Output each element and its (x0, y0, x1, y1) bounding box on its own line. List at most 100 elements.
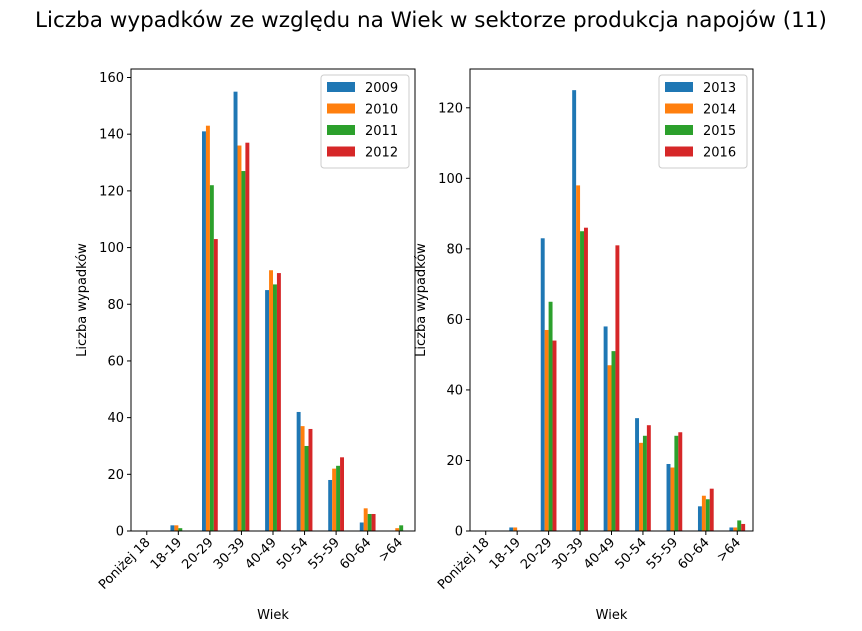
y-tick-label: 0 (116, 525, 124, 540)
bar-2012-55-59 (340, 457, 344, 531)
x-tick-label: 18-19 (487, 535, 524, 572)
bar-2014-60-64 (701, 495, 706, 531)
bar-2015-20-29 (548, 301, 553, 531)
y-tick-label: 100 (438, 172, 463, 187)
bar-2009-30-39 (233, 91, 238, 532)
bar-2015-30-39 (580, 231, 584, 532)
bar-2016->64 (741, 523, 746, 531)
x-axis-label: Wiek (596, 608, 628, 623)
bar-2014-20-29 (544, 329, 549, 531)
legend-label-2013: 2013 (703, 81, 736, 96)
bar-2016-20-29 (552, 340, 557, 531)
x-axis-label: Wiek (257, 608, 289, 623)
bar-2011-18-19 (178, 528, 183, 531)
legend-label-2010: 2010 (365, 103, 398, 118)
bar-2016-40-49 (615, 245, 620, 531)
y-tick-label: 160 (99, 71, 124, 86)
legend-box (658, 74, 748, 169)
bar-2014-55-59 (670, 467, 675, 531)
legend-swatch-2013 (665, 82, 693, 92)
bar-2012-20-29 (213, 239, 218, 531)
bar-2016-30-39 (583, 227, 588, 531)
y-tick-label: 40 (446, 383, 463, 398)
bar-2014->64 (733, 527, 738, 531)
x-tick-label: 55-59 (644, 535, 681, 572)
legend-label-2015: 2015 (703, 124, 736, 139)
chart-2: 0 20 40 60 80 100 120 Poniżej 1818-1920-2930-39… (414, 68, 754, 623)
bar-2009-60-64 (359, 522, 364, 531)
bar-2010->64 (395, 528, 400, 531)
bar-2015->64 (737, 520, 742, 531)
x-tick-label: 60-64 (337, 535, 374, 572)
legend: 2013 2014 2015 2016 (658, 74, 748, 169)
bar-2010-40-49 (269, 270, 273, 531)
bar-2013-50-54 (635, 418, 640, 531)
bar-2014-50-54 (639, 442, 643, 531)
bar-2013-20-29 (540, 238, 545, 531)
bar-2013-30-39 (572, 90, 577, 531)
bar-2009-55-59 (328, 479, 333, 531)
y-tick-label: 80 (446, 242, 463, 257)
bar-2010-30-39 (237, 145, 242, 531)
y-axis-label: Liczba wypadków (75, 243, 90, 357)
x-tick-label: 40-49 (243, 535, 280, 572)
bar-2011-20-29 (209, 185, 214, 531)
x-tick-label: 30-39 (550, 535, 587, 572)
y-tick-label: 120 (438, 101, 463, 116)
legend-swatch-2011 (327, 125, 355, 135)
x-tick-label: 40-49 (581, 535, 618, 572)
legend-swatch-2012 (327, 146, 355, 157)
bar-2012-50-54 (308, 428, 313, 531)
x-tick-label: >64 (714, 535, 744, 565)
bar-2012-30-39 (245, 142, 250, 531)
x-tick-label: 30-39 (211, 535, 248, 572)
bar-2012-40-49 (276, 273, 281, 531)
legend-label-2009: 2009 (365, 81, 398, 96)
y-tick-label: 80 (107, 298, 124, 313)
legend-box (320, 74, 410, 169)
x-tick-label: 18-19 (148, 535, 185, 572)
bar-2013-18-19 (509, 527, 514, 531)
legend-swatch-2010 (327, 103, 355, 114)
chart-1: 0 20 40 60 80 100 120 140 160 Poniżej 1818-1920-2… (75, 68, 416, 623)
bar-2011-40-49 (273, 284, 277, 531)
bar-2010-55-59 (332, 468, 337, 531)
y-tick-label: 60 (107, 354, 124, 369)
bar-2009-50-54 (296, 411, 301, 531)
legend-swatch-2009 (327, 82, 355, 92)
y-tick-label: 120 (99, 184, 124, 199)
bar-2015-50-54 (642, 435, 647, 531)
bar-2014-30-39 (576, 185, 581, 531)
x-tick-label: Poniżej 18 (96, 535, 153, 592)
bar-2015-55-59 (674, 435, 679, 531)
bar-2010-18-19 (174, 525, 179, 531)
legend-swatch-2016 (665, 146, 693, 157)
y-tick-label: 20 (446, 454, 463, 469)
bar-2014-40-49 (607, 365, 612, 531)
bar-2010-20-29 (205, 125, 210, 531)
x-tick-label: 20-29 (518, 535, 555, 572)
legend-swatch-2014 (665, 103, 693, 114)
x-tick-label: 50-54 (612, 535, 649, 572)
y-tick-label: 140 (99, 128, 124, 143)
x-tick-label: 55-59 (306, 535, 343, 572)
bar-2012-60-64 (371, 513, 376, 531)
bar-2016-60-64 (709, 488, 714, 531)
x-tick-label: 60-64 (675, 535, 712, 572)
bar-2009-40-49 (265, 290, 270, 531)
bar-2015-60-64 (705, 499, 710, 531)
x-tick-label: >64 (376, 535, 406, 565)
legend-swatch-2015 (665, 125, 693, 135)
y-axis-label: Liczba wypadków (414, 243, 429, 357)
bar-2016-50-54 (646, 425, 651, 531)
bar-2009-20-29 (202, 131, 206, 532)
bar-2010-60-64 (363, 508, 368, 531)
bar-2011-30-39 (241, 171, 246, 532)
bar-2016-55-59 (678, 432, 683, 531)
y-tick-label: 20 (107, 468, 124, 483)
bar-2011-60-64 (367, 513, 372, 531)
bar-2013-55-59 (666, 463, 671, 531)
bar-2009-18-19 (170, 525, 175, 531)
